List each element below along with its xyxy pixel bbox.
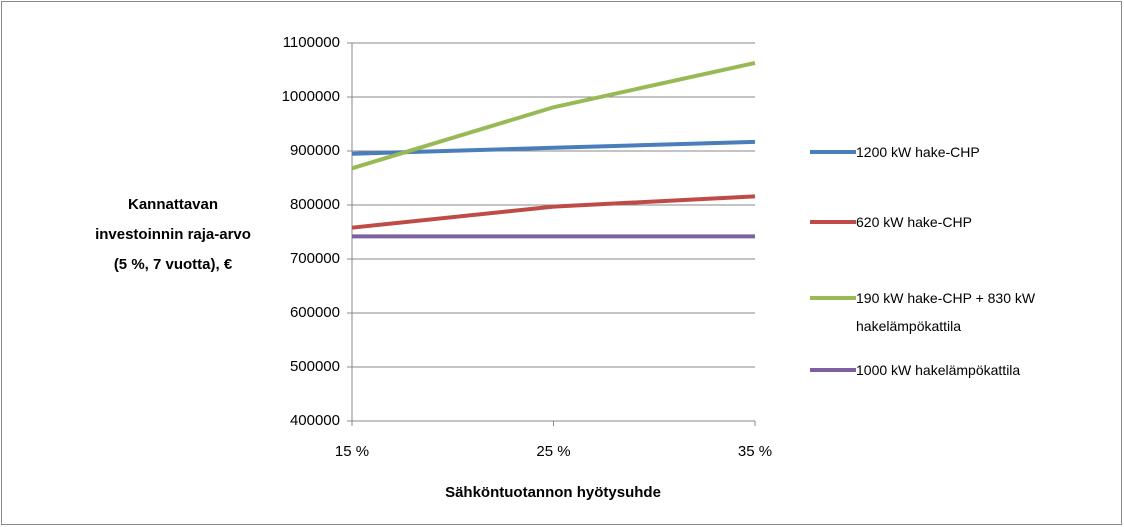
series-line xyxy=(351,194,756,230)
y-tick-label: 500000 xyxy=(290,358,340,375)
legend-item: 190 kW hake-CHP + 830 kW hakelämpökattil… xyxy=(810,284,1100,340)
legend-item: 620 kW hake-CHP xyxy=(810,208,1100,236)
y-tick-label: 900000 xyxy=(290,142,340,159)
legend-item: 1000 kW hakelämpökattila xyxy=(810,356,1100,384)
legend-item: 1200 kW hake-CHP xyxy=(810,138,1100,166)
legend-swatch xyxy=(810,296,856,300)
y-tick-label: 400000 xyxy=(290,412,340,429)
legend-swatch xyxy=(810,220,856,224)
y-axis-title: investoinnin raja-arvo xyxy=(95,226,251,243)
y-tick-label: 1000000 xyxy=(282,88,340,105)
series-line xyxy=(351,139,756,156)
x-tick-label: 25 % xyxy=(536,443,570,460)
series-line xyxy=(351,61,756,171)
y-axis-title: (5 %, 7 vuotta), € xyxy=(114,256,233,273)
y-tick-label: 800000 xyxy=(290,196,340,213)
legend-label: 1200 kW hake-CHP xyxy=(856,144,980,160)
legend-label: 190 kW hake-CHP + 830 kW hakelämpökattil… xyxy=(856,290,1036,334)
x-axis-title: Sähköntuotannon hyötysuhde xyxy=(445,484,661,501)
y-tick-label: 600000 xyxy=(290,304,340,321)
legend-label: 1000 kW hakelämpökattila xyxy=(856,362,1021,378)
legend-label: 620 kW hake-CHP xyxy=(856,214,972,230)
y-axis-title: Kannattavan xyxy=(128,196,218,213)
legend-swatch xyxy=(810,150,856,154)
x-tick-label: 35 % xyxy=(738,443,772,460)
x-tick-label: 15 % xyxy=(335,443,369,460)
y-tick-label: 1100000 xyxy=(283,34,340,51)
y-tick-label: 700000 xyxy=(290,250,340,267)
legend-swatch xyxy=(810,368,856,372)
